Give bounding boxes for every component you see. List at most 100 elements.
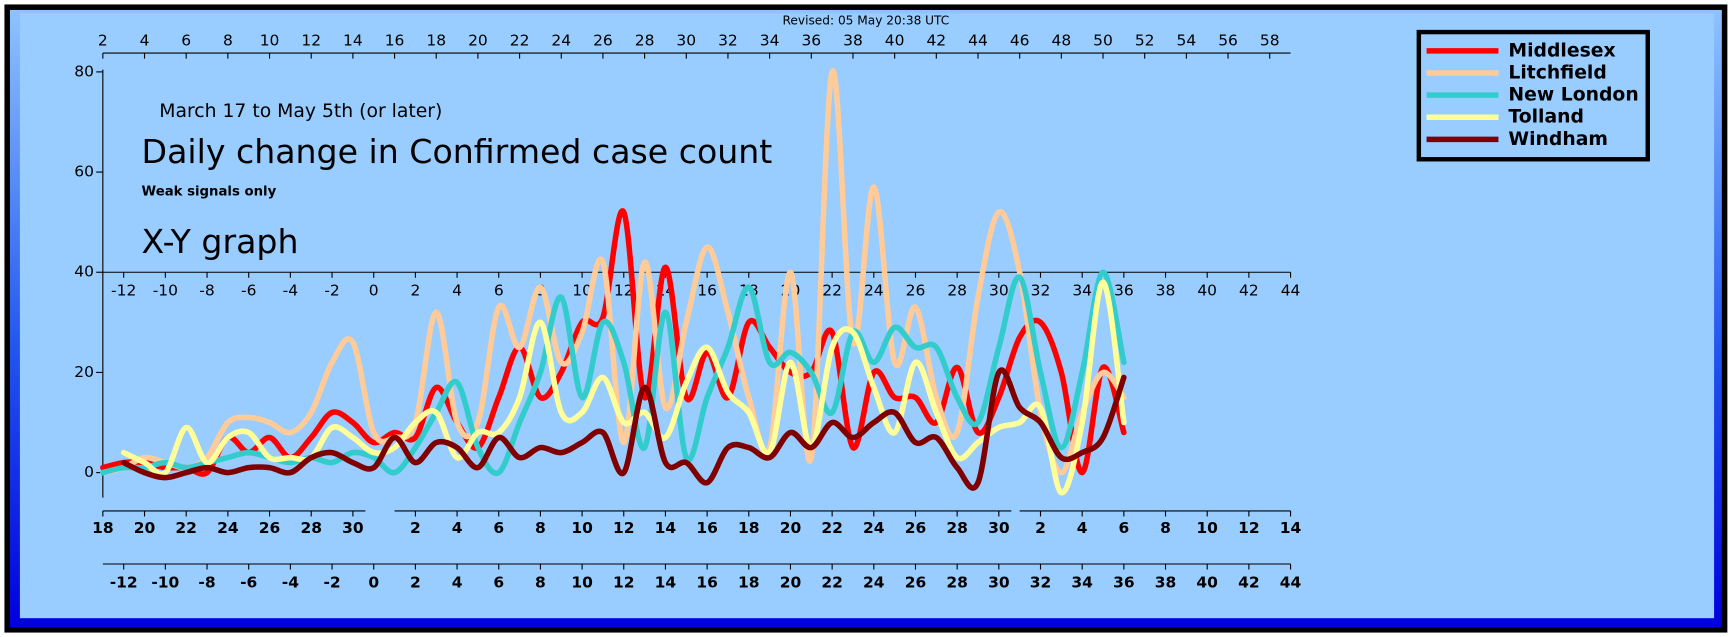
date-tick-label: 4 — [1077, 519, 1088, 537]
middle-tick-label: -12 — [111, 282, 136, 300]
middle-tick-label: 42 — [1239, 282, 1259, 300]
date-tick-label: 16 — [696, 519, 718, 537]
series-line — [100, 269, 1127, 477]
date-tick-label: 8 — [535, 519, 546, 537]
date-tick-label: 28 — [946, 519, 968, 537]
top-tick-label: 36 — [801, 31, 821, 49]
date-tick-label: 28 — [300, 519, 322, 537]
middle-tick-label: 22 — [822, 282, 842, 300]
top-tick-label: 34 — [760, 31, 780, 49]
bottom-tick-label: 6 — [493, 573, 504, 591]
middle-tick-label: 38 — [1156, 282, 1176, 300]
note: Weak signals only — [142, 184, 277, 199]
legend-label: Windham — [1508, 129, 1608, 150]
legend-label: New London — [1508, 85, 1638, 106]
top-tick-label: 16 — [385, 31, 405, 49]
y-tick-label: 80 — [74, 62, 94, 80]
bottom-tick-label: 36 — [1113, 573, 1135, 591]
date-tick-label: 18 — [738, 519, 760, 537]
graph-label: X-Y graph — [142, 222, 299, 261]
y-tick-label: 60 — [74, 163, 94, 181]
date-tick-label: 26 — [259, 519, 281, 537]
top-tick-label: 32 — [718, 31, 738, 49]
bottom-tick-label: 12 — [613, 573, 635, 591]
y-tick-label: 0 — [84, 463, 94, 481]
middle-tick-label: 24 — [864, 282, 884, 300]
middle-tick-label: 2 — [410, 282, 420, 300]
top-tick-label: 10 — [260, 31, 280, 49]
date-tick-label: 10 — [571, 519, 593, 537]
bottom-tick-label: 26 — [905, 573, 927, 591]
date-tick-label: 30 — [988, 519, 1010, 537]
date-tick-label: 26 — [905, 519, 927, 537]
bottom-tick-label: 0 — [368, 573, 379, 591]
y-tick-label: 40 — [74, 263, 94, 281]
legend-label: Middlesex — [1508, 40, 1615, 61]
top-tick-label: 8 — [223, 31, 233, 49]
date-tick-label: 30 — [342, 519, 364, 537]
bottom-tick-label: 10 — [571, 573, 593, 591]
date-tick-label: 12 — [613, 519, 635, 537]
middle-tick-label: 12 — [614, 282, 634, 300]
date-tick-label: 2 — [410, 519, 421, 537]
top-tick-label: 58 — [1260, 31, 1280, 49]
bottom-tick-label: -8 — [198, 573, 215, 591]
date-tick-label: 4 — [452, 519, 463, 537]
bottom-tick-label: -4 — [282, 573, 299, 591]
bottom-tick-label: 14 — [655, 573, 677, 591]
bottom-tick-label: 22 — [821, 573, 843, 591]
series-line — [120, 279, 1127, 496]
middle-tick-label: 36 — [1114, 282, 1134, 300]
bottom-tick-label: -10 — [151, 573, 179, 591]
bottom-tick-label: 18 — [738, 573, 760, 591]
middle-tick-label: 16 — [697, 282, 717, 300]
date-tick-label: 22 — [821, 519, 843, 537]
middle-tick-label: 32 — [1031, 282, 1051, 300]
bottom-tick-label: -6 — [240, 573, 257, 591]
top-tick-label: 18 — [426, 31, 446, 49]
top-tick-label: 4 — [140, 31, 150, 49]
middle-tick-label: 4 — [452, 282, 462, 300]
date-tick-label: 20 — [780, 519, 802, 537]
top-tick-label: 40 — [885, 31, 905, 49]
date-tick-label: 8 — [1160, 519, 1171, 537]
bottom-tick-label: -2 — [323, 573, 340, 591]
top-tick-label: 20 — [468, 31, 488, 49]
bottom-tick-label: 44 — [1280, 573, 1302, 591]
middle-tick-label: 6 — [494, 282, 504, 300]
date-tick-label: 6 — [493, 519, 504, 537]
top-tick-label: 54 — [1177, 31, 1197, 49]
middle-tick-label: 10 — [572, 282, 592, 300]
bottom-tick-label: 4 — [452, 573, 463, 591]
middle-tick-label: 28 — [947, 282, 967, 300]
date-tick-label: 14 — [1280, 519, 1302, 537]
top-tick-label: 12 — [301, 31, 321, 49]
bottom-tick-label: 2 — [410, 573, 421, 591]
bottom-tick-label: -12 — [110, 573, 138, 591]
bottom-tick-label: 34 — [1071, 573, 1093, 591]
legend-label: Litchfield — [1508, 62, 1606, 83]
y-tick-label: 20 — [74, 363, 94, 381]
top-tick-label: 52 — [1135, 31, 1155, 49]
bottom-tick-label: 38 — [1155, 573, 1177, 591]
chart-title: Daily change in Confirmed case count — [142, 132, 773, 171]
middle-tick-label: -6 — [241, 282, 256, 300]
date-tick-label: 12 — [1238, 519, 1260, 537]
bottom-tick-label: 40 — [1196, 573, 1218, 591]
middle-tick-label: -10 — [153, 282, 178, 300]
bottom-tick-label: 24 — [863, 573, 885, 591]
date-tick-label: 2 — [1035, 519, 1046, 537]
series-line — [100, 68, 1127, 476]
subtitle: March 17 to May 5th (or later) — [159, 101, 442, 122]
date-tick-label: 22 — [175, 519, 197, 537]
date-tick-label: 14 — [655, 519, 677, 537]
date-tick-label: 24 — [217, 519, 239, 537]
bottom-tick-label: 16 — [696, 573, 718, 591]
top-tick-label: 24 — [551, 31, 571, 49]
bottom-tick-label: 32 — [1030, 573, 1052, 591]
middle-tick-label: 44 — [1281, 282, 1301, 300]
middle-tick-label: 0 — [369, 282, 379, 300]
top-tick-label: 38 — [843, 31, 863, 49]
